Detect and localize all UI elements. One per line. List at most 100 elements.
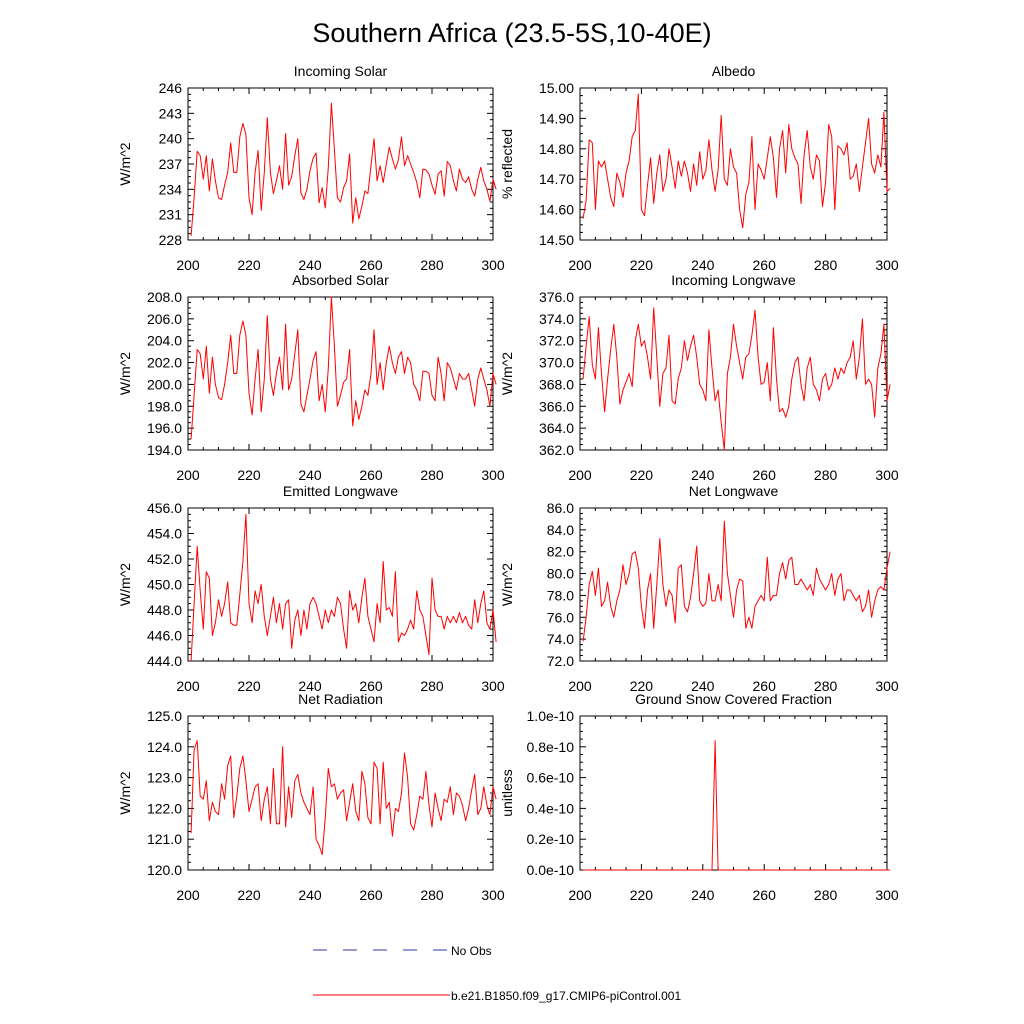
panel-net-radiation: Net Radiation W/m^2 200 220 240 260 280 300 120.… [117,691,505,903]
y-tick-label: 243 [159,105,183,121]
series-line [190,102,497,236]
x-tick-label: 220 [630,887,654,903]
y-tick-label: 228 [159,232,183,248]
y-tick-label: 121.0 [147,831,182,847]
y-tick-label: 370.0 [539,355,574,371]
y-tick-label: 82.0 [547,544,574,560]
y-tick-label: 200.0 [147,376,182,392]
series-line [190,740,497,856]
x-tick-label: 300 [875,678,899,694]
x-tick-label: 300 [481,257,505,273]
y-tick-label: 1.0e-10 [527,708,575,724]
series-line [190,513,497,662]
x-tick-label: 240 [691,257,715,273]
y-tick-label: 0.8e-10 [527,739,575,755]
x-tick-label: 300 [875,467,899,483]
x-tick-label: 200 [568,467,592,483]
series-line [190,296,497,440]
x-tick-label: 260 [753,257,777,273]
x-tick-label: 280 [814,257,838,273]
y-tick-label: 120.0 [147,862,182,878]
panel-incoming-solar: Incoming Solar W/m^2 200 220 240 260 280 300 228… [117,63,505,273]
y-tick-label: 14.60 [539,202,574,218]
y-tick-label: 124.0 [147,739,182,755]
y-axis-label: W/m^2 [117,142,133,185]
y-tick-label: 376.0 [539,289,574,305]
x-tick-label: 220 [237,887,261,903]
y-tick-label: 364.0 [539,420,574,436]
series-line [582,93,891,229]
legend-obs-label: No Obs [451,944,492,958]
y-tick-label: 246 [159,80,183,96]
y-tick-label: 0.6e-10 [527,770,575,786]
x-tick-label: 260 [359,257,383,273]
panel-title: Net Radiation [298,691,383,707]
y-tick-label: 78.0 [547,587,574,603]
x-tick-label: 240 [691,467,715,483]
y-tick-label: 72.0 [547,653,574,669]
x-tick-label: 200 [176,257,200,273]
panels: Incoming Solar W/m^2 200 220 240 260 280 300 228… [117,63,899,903]
panel-albedo: Albedo % reflected 200 220 240 260 280 300 14.50… [499,63,899,273]
panel-net-longwave: Net Longwave W/m^2 200 220 240 260 280 300 72.0 7… [499,483,899,694]
x-tick-label: 220 [630,467,654,483]
y-tick-label: 0.0e-10 [527,862,575,878]
y-tick-label: 123.0 [147,770,182,786]
y-tick-label: 14.70 [539,171,574,187]
x-tick-label: 220 [630,678,654,694]
y-axis-label: W/m^2 [499,563,515,606]
x-tick-label: 220 [237,467,261,483]
y-tick-label: 454.0 [147,526,182,542]
x-tick-label: 240 [298,467,322,483]
panel-incoming-longwave: Incoming Longwave W/m^2 200 220 240 260 280 300… [499,272,899,483]
y-tick-label: 374.0 [539,311,574,327]
x-tick-label: 260 [753,467,777,483]
x-tick-label: 200 [568,257,592,273]
series-line [582,307,891,451]
y-tick-label: 448.0 [147,602,182,618]
y-tick-label: 204.0 [147,333,182,349]
y-axis-label: W/m^2 [117,771,133,814]
x-tick-label: 200 [568,678,592,694]
y-tick-label: 366.0 [539,398,574,414]
x-tick-label: 260 [359,887,383,903]
panel-title: Incoming Longwave [671,272,796,288]
x-tick-label: 280 [420,257,444,273]
y-tick-label: 0.4e-10 [527,800,575,816]
x-tick-label: 280 [814,678,838,694]
x-tick-label: 240 [298,257,322,273]
x-tick-label: 260 [753,887,777,903]
y-tick-label: 240 [159,131,183,147]
y-tick-label: 362.0 [539,442,574,458]
series-line [582,520,891,642]
y-tick-label: 202.0 [147,355,182,371]
x-tick-label: 300 [481,467,505,483]
y-tick-label: 125.0 [147,708,182,724]
x-tick-label: 280 [814,467,838,483]
x-tick-label: 200 [176,467,200,483]
y-tick-label: 15.00 [539,80,574,96]
y-tick-label: 372.0 [539,333,574,349]
plot-frame [579,87,888,241]
y-tick-label: 231 [159,207,183,223]
x-tick-label: 220 [237,678,261,694]
y-tick-label: 234 [159,181,183,197]
x-tick-label: 300 [481,678,505,694]
x-tick-label: 240 [298,887,322,903]
plot-frame [579,715,888,871]
y-tick-label: 237 [159,156,183,172]
x-tick-label: 280 [814,887,838,903]
panel-title: Incoming Solar [294,63,388,79]
x-tick-label: 260 [359,678,383,694]
panel-title: Absorbed Solar [292,272,389,288]
legend: No Obs b.e21.B1850.f09_g17.CMIP6-piContr… [313,944,681,1003]
y-tick-label: 122.0 [147,800,182,816]
y-axis-label: % reflected [499,129,515,199]
y-tick-label: 14.80 [539,141,574,157]
y-tick-label: 76.0 [547,609,574,625]
y-tick-label: 206.0 [147,311,182,327]
y-tick-label: 14.50 [539,232,574,248]
x-tick-label: 240 [298,678,322,694]
panel-title: Albedo [712,63,756,79]
